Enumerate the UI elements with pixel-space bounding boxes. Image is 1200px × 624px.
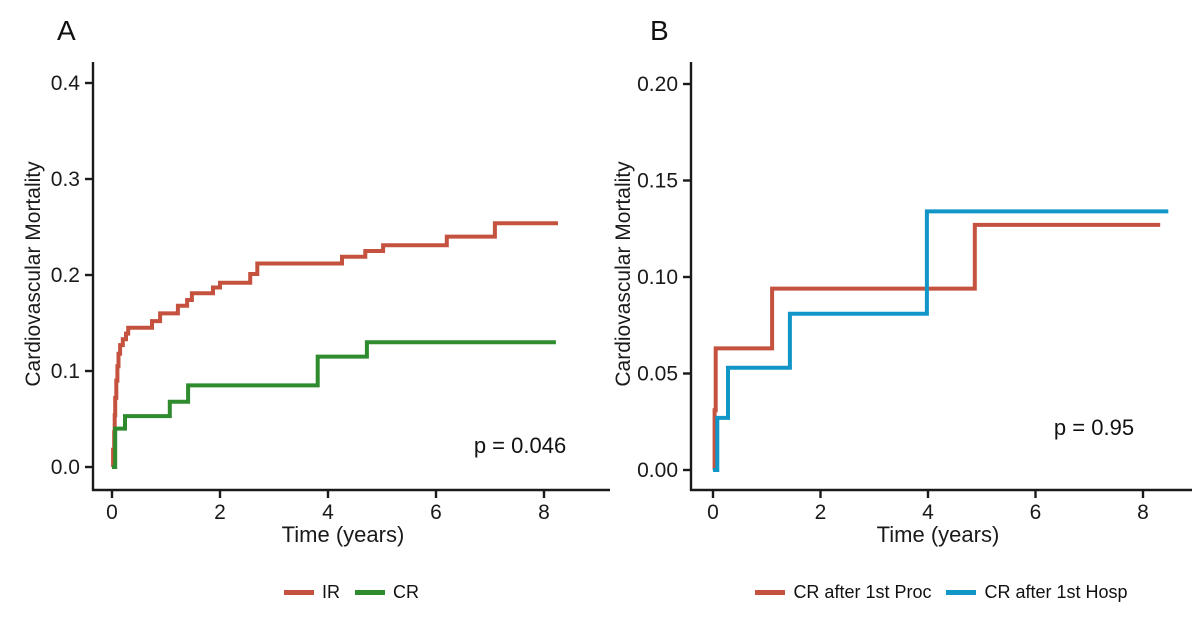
- panel-a-legend: IR CR: [93, 580, 610, 604]
- panel-b-chart: 0 2 4 6 8 0.00 0.05 0.10 0.15 0.20: [637, 62, 1192, 524]
- cr-after-1st-proc-line-swatch: [755, 589, 786, 595]
- panel-a-y-axis-label: Cardiovascular Mortality: [22, 161, 45, 387]
- x-axis-tick-label: 6: [430, 501, 442, 524]
- series-line-cr-after-1st-proc: [712, 222, 1161, 472]
- x-axis-tick-label: 8: [538, 501, 550, 524]
- panel-b-x-axis-label: Time (years): [876, 522, 1000, 547]
- x-axis-tick-label: 6: [1030, 501, 1042, 524]
- y-axis-tick-label: 0.15: [637, 170, 678, 193]
- legend-label-cr: CR: [393, 581, 419, 602]
- cr-after-1st-hosp-line-swatch: [946, 589, 977, 595]
- cr-line-swatch: [355, 589, 385, 595]
- panel-a-pvalue: p = 0.046: [473, 433, 567, 458]
- legend-label-cr-after-1st-hosp: CR after 1st Hosp: [984, 581, 1128, 602]
- y-axis-tick-label: 0.3: [51, 168, 80, 191]
- x-axis-tick-label: 2: [214, 501, 226, 524]
- panel-a-tag: A: [57, 15, 76, 46]
- series-line-cr: [112, 340, 556, 469]
- series-line-ir: [111, 221, 558, 469]
- y-axis-tick-label: 0.1: [51, 360, 80, 383]
- y-axis-tick-label: 0.05: [637, 363, 678, 386]
- x-axis-tick-label: 0: [106, 501, 118, 524]
- legend-item-ir: IR: [284, 582, 340, 603]
- axis-lines: [91, 62, 610, 492]
- x-axis-tick-label: 4: [922, 501, 934, 524]
- x-axis-tick-label: 4: [322, 501, 334, 524]
- legend-label-ir: IR: [322, 581, 340, 602]
- legend-item-cr: CR: [355, 582, 419, 603]
- panel-a-x-axis-label: Time (years): [281, 522, 405, 547]
- legend-label-cr-after-1st-proc: CR after 1st Proc: [793, 581, 932, 602]
- y-axis-tick-label: 0.2: [51, 264, 80, 287]
- legend-item-cr-after-1st-proc: CR after 1st Proc: [755, 582, 931, 603]
- panel-b-pvalue: p = 0.95: [1053, 415, 1135, 440]
- ir-line-swatch: [284, 589, 314, 595]
- x-axis-tick-label: 2: [815, 501, 827, 524]
- panel-a-chart: 0 2 4 6 8 0.0 0.1 0.2 0.3 0.4: [51, 62, 610, 524]
- y-axis-tick-label: 0.20: [637, 73, 678, 96]
- series-line-cr-after-1st-hosp: [713, 209, 1169, 472]
- legend-item-cr-after-1st-hosp: CR after 1st Hosp: [946, 581, 1128, 603]
- x-axis-tick-label: 0: [707, 501, 719, 524]
- y-axis-tick-label: 0.0: [51, 456, 80, 479]
- x-axis-tick-label: 8: [1137, 501, 1149, 524]
- panel-b-tag: B: [650, 15, 669, 46]
- panel-b-legend: CR after 1st Proc CR after 1st Hosp: [691, 580, 1192, 604]
- y-axis-tick-label: 0.00: [637, 459, 678, 482]
- panel-b-y-axis-label: Cardiovascular Mortality: [612, 161, 635, 387]
- axis-lines: [689, 62, 1192, 492]
- y-axis-tick-label: 0.4: [51, 72, 81, 95]
- y-axis-tick-label: 0.10: [637, 266, 678, 289]
